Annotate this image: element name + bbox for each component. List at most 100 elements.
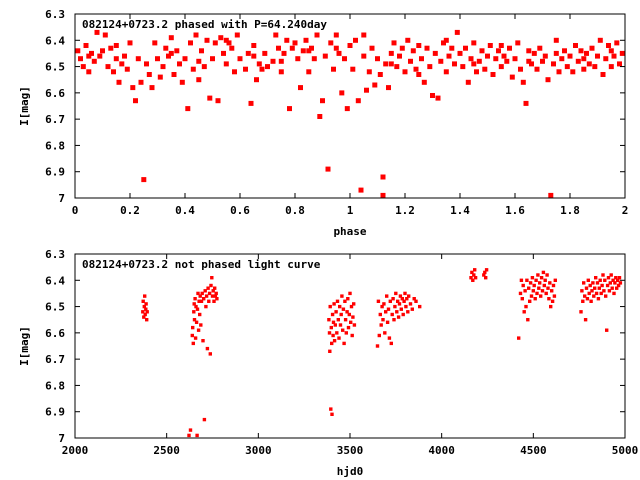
data-point	[80, 64, 86, 70]
data-point	[339, 312, 343, 317]
data-point	[548, 192, 554, 198]
data-point	[314, 32, 320, 38]
x-axis-label: phase	[333, 225, 366, 238]
data-point	[584, 286, 589, 290]
data-point	[381, 318, 385, 322]
data-point	[350, 66, 356, 72]
data-point	[473, 268, 477, 272]
data-point	[113, 56, 119, 62]
x-tick-label: 0.6	[230, 204, 250, 217]
data-point	[311, 56, 317, 62]
data-point	[589, 45, 595, 51]
data-point	[361, 53, 367, 59]
data-point	[479, 48, 485, 54]
data-point	[322, 53, 328, 59]
data-point	[265, 64, 270, 70]
data-point	[210, 294, 215, 298]
data-point	[597, 37, 603, 43]
data-point	[327, 331, 332, 335]
data-point	[195, 433, 199, 438]
data-point	[427, 64, 433, 70]
data-point	[588, 283, 592, 288]
data-point	[443, 69, 449, 75]
data-point	[594, 291, 599, 296]
data-point	[361, 32, 367, 38]
data-point	[615, 286, 619, 290]
data-point	[199, 323, 203, 327]
data-point	[194, 320, 199, 324]
data-point	[403, 291, 407, 296]
data-point	[202, 297, 206, 301]
data-point	[204, 294, 209, 298]
data-point	[333, 32, 339, 38]
data-point	[410, 48, 416, 54]
data-point	[287, 106, 292, 112]
data-point	[174, 48, 180, 54]
data-point	[141, 299, 145, 303]
plot-frame	[74, 253, 626, 439]
data-point	[166, 53, 171, 59]
data-point	[336, 50, 342, 56]
data-point	[553, 278, 557, 282]
data-point	[460, 64, 466, 70]
data-point	[328, 40, 334, 46]
data-point	[377, 333, 381, 338]
data-point	[341, 307, 346, 311]
data-point	[544, 291, 548, 296]
data-point	[387, 336, 392, 340]
data-point	[526, 48, 532, 54]
y-tick-label: 6.3	[45, 8, 65, 21]
data-point	[540, 289, 545, 293]
data-point	[578, 48, 584, 54]
data-point	[472, 273, 476, 277]
data-point	[602, 289, 606, 293]
data-point	[234, 32, 240, 38]
data-point	[547, 297, 551, 301]
x-tick-label: 1.4	[450, 204, 470, 217]
data-point	[416, 43, 422, 48]
data-point	[523, 289, 527, 293]
data-point	[211, 289, 215, 293]
data-point	[388, 61, 394, 67]
data-point	[130, 85, 136, 91]
data-point	[404, 304, 408, 309]
data-point	[351, 315, 355, 319]
data-point	[331, 333, 335, 338]
data-point	[375, 344, 380, 348]
data-point	[144, 307, 148, 311]
data-point	[352, 323, 357, 327]
data-point	[518, 66, 523, 72]
data-point	[199, 299, 204, 303]
data-point	[552, 294, 557, 298]
data-point	[521, 283, 525, 288]
data-point	[105, 64, 111, 70]
y-tick-label: 6.9	[45, 166, 65, 179]
data-point	[564, 64, 570, 70]
data-point	[482, 66, 488, 72]
x-tick-label: 4500	[520, 444, 547, 457]
data-point	[200, 291, 204, 296]
data-point	[584, 50, 589, 56]
data-point	[379, 323, 383, 327]
data-point	[193, 297, 197, 301]
axis-ticks: 0 0.2 0.4 0.6 0.8 1 1.2 1.4 1.6 1.8 2 6.3 6.4 6.5 6.6 6…	[45, 8, 628, 217]
data-point	[520, 297, 524, 301]
data-point	[196, 58, 202, 64]
data-point	[259, 66, 265, 72]
data-point	[616, 278, 620, 282]
data-point	[384, 310, 388, 314]
data-point	[537, 286, 541, 290]
data-point	[383, 61, 389, 67]
data-point	[355, 98, 361, 104]
data-point	[493, 56, 499, 62]
data-point	[204, 37, 210, 43]
data-point	[334, 310, 338, 314]
data-point	[608, 64, 614, 70]
data-point	[133, 98, 138, 104]
data-point	[606, 43, 611, 48]
data-point	[281, 50, 287, 56]
data-point	[203, 289, 207, 293]
data-point	[295, 56, 301, 62]
data-point	[430, 93, 435, 98]
y-axis-label: I[mag]	[18, 326, 31, 366]
